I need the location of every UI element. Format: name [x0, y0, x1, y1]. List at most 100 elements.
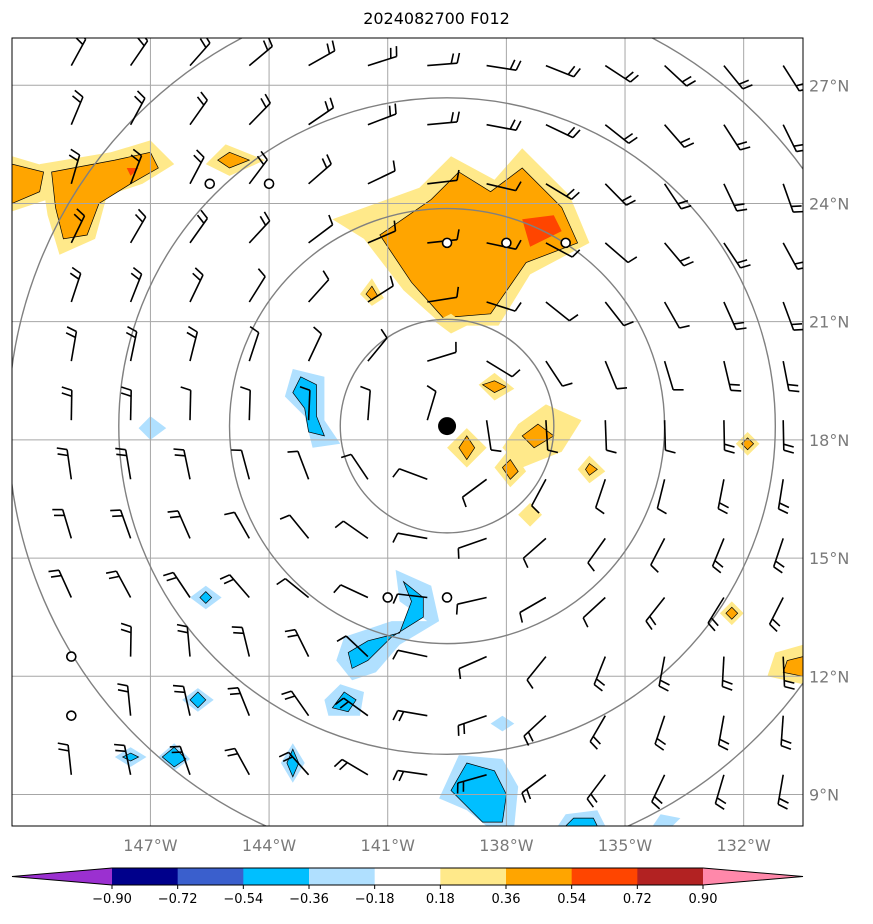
wind-barb	[486, 119, 522, 131]
wind-barb	[782, 656, 795, 690]
wind-barb	[367, 46, 398, 67]
wind-barb	[654, 715, 667, 751]
colorbar-tick-label: 0.54	[557, 892, 586, 907]
calm-wind-marker	[66, 651, 77, 662]
wind-barb	[455, 596, 487, 615]
wind-barb	[333, 584, 369, 599]
wind-barb	[485, 420, 502, 453]
colorbar-tick-label: 0.72	[623, 892, 652, 907]
wind-barb	[650, 538, 666, 573]
wind-barb	[839, 479, 849, 513]
wind-barb	[392, 468, 428, 481]
wind-barb	[545, 360, 573, 387]
wind-barb	[545, 64, 581, 78]
wind-barb	[717, 479, 729, 515]
wind-barb	[840, 775, 850, 809]
wind-barb	[70, 38, 87, 66]
wind-barb	[526, 656, 547, 689]
wind-barb	[658, 656, 670, 692]
negative-anomaly-strong	[199, 591, 213, 604]
latitude-label: 12°N	[809, 667, 849, 686]
positive-anomaly-strong	[725, 606, 739, 620]
wind-barb	[604, 360, 628, 390]
wind-barbs	[48, 38, 864, 810]
wind-barb	[105, 570, 132, 598]
wind-barb	[176, 623, 191, 657]
latitude-label: 18°N	[809, 431, 849, 450]
wind-barb	[663, 183, 692, 210]
wind-barb	[664, 65, 697, 87]
wind-barb	[61, 386, 73, 421]
wind-barb	[427, 169, 460, 185]
wind-barb	[392, 593, 428, 604]
wind-barb	[721, 656, 733, 691]
wind-barb	[545, 183, 580, 200]
negative-anomaly-strong	[331, 691, 357, 713]
colorbar-tick-label: −0.18	[355, 892, 395, 907]
wind-barb	[530, 478, 547, 514]
colorbar-segment	[703, 868, 803, 885]
wind-barb	[52, 508, 73, 539]
positive-anomaly-strong	[458, 435, 476, 461]
wind-barb	[219, 574, 250, 599]
wind-barb	[186, 325, 199, 362]
wind-barb	[340, 453, 369, 480]
wind-barb	[281, 690, 310, 717]
wind-barb	[521, 774, 547, 803]
wind-barb	[240, 386, 251, 421]
wind-barb	[594, 479, 607, 515]
wind-barb	[248, 325, 260, 362]
colorbar-segment	[243, 868, 310, 885]
wind-barb	[782, 183, 803, 213]
wind-barb	[427, 52, 461, 67]
wind-barb	[231, 449, 251, 480]
wind-barb	[367, 103, 397, 126]
wind-barb	[367, 328, 388, 362]
wind-barb	[782, 360, 800, 393]
wind-barb	[519, 596, 547, 623]
positive-anomaly-light	[518, 502, 542, 527]
wind-barb	[224, 511, 250, 539]
wind-barb	[768, 597, 784, 632]
wind-barb	[65, 326, 78, 362]
point-markers	[66, 178, 572, 721]
wind-barb	[843, 125, 864, 153]
wind-barb	[392, 769, 428, 782]
wind-barb	[486, 59, 522, 71]
wind-barb	[308, 97, 335, 126]
wind-barb	[173, 448, 191, 480]
wind-barb	[587, 537, 606, 572]
wind-barb	[299, 386, 311, 421]
calm-wind-marker	[263, 178, 275, 190]
wind-barb	[645, 597, 666, 631]
wind-barb	[604, 64, 639, 83]
colorbar-segment	[309, 868, 376, 885]
lat-lon-grid	[12, 38, 803, 826]
wind-barb	[117, 683, 132, 716]
wind-barb	[545, 123, 581, 139]
wind-barb	[114, 743, 132, 775]
wind-barb	[782, 420, 795, 454]
wind-barb	[125, 325, 138, 362]
wind-barb	[663, 242, 694, 267]
wind-barb	[360, 385, 371, 421]
anomaly-fills	[12, 140, 803, 826]
wind-barb	[545, 420, 559, 454]
positive-anomaly-strong	[217, 151, 251, 169]
wind-barb	[582, 596, 606, 628]
wind-barb	[189, 209, 209, 244]
wind-barb	[458, 655, 487, 680]
wind-barb	[307, 326, 323, 362]
latitude-label: 27°N	[809, 76, 849, 95]
wind-barb	[663, 301, 690, 329]
wind-barb	[248, 211, 271, 244]
wind-barb	[248, 93, 271, 126]
wind-barb	[522, 537, 547, 569]
longitude-label: 132°W	[716, 836, 771, 855]
longitude-label: 147°W	[123, 836, 178, 855]
wind-barb	[367, 160, 396, 185]
wind-barb	[545, 242, 581, 258]
wind-barb	[663, 420, 676, 454]
wind-barb	[224, 747, 251, 776]
wind-barb	[392, 709, 428, 722]
